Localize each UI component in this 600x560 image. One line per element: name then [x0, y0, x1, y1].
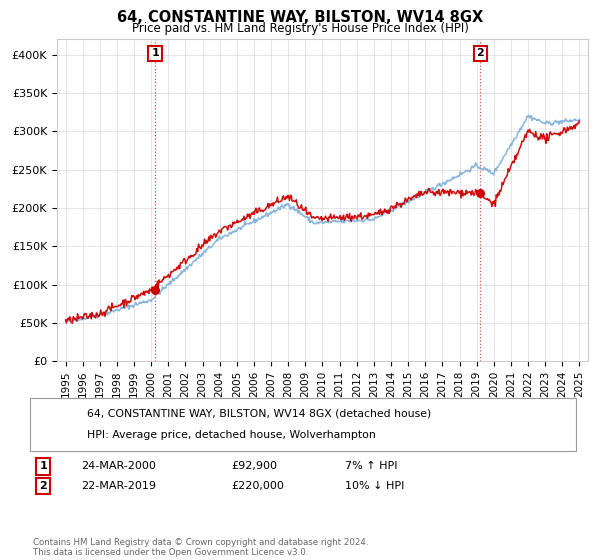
Text: 10% ↓ HPI: 10% ↓ HPI [345, 481, 404, 491]
Text: 1: 1 [40, 461, 47, 472]
Text: Contains HM Land Registry data © Crown copyright and database right 2024.
This d: Contains HM Land Registry data © Crown c… [33, 538, 368, 557]
Text: 7% ↑ HPI: 7% ↑ HPI [345, 461, 398, 472]
Text: 64, CONSTANTINE WAY, BILSTON, WV14 8GX (detached house): 64, CONSTANTINE WAY, BILSTON, WV14 8GX (… [87, 409, 431, 419]
Text: £220,000: £220,000 [231, 481, 284, 491]
Text: 24-MAR-2000: 24-MAR-2000 [81, 461, 156, 472]
Text: Price paid vs. HM Land Registry's House Price Index (HPI): Price paid vs. HM Land Registry's House … [131, 22, 469, 35]
Text: 2: 2 [40, 481, 47, 491]
Text: £92,900: £92,900 [231, 461, 277, 472]
Text: 22-MAR-2019: 22-MAR-2019 [81, 481, 156, 491]
Text: 64, CONSTANTINE WAY, BILSTON, WV14 8GX: 64, CONSTANTINE WAY, BILSTON, WV14 8GX [117, 10, 483, 25]
Text: 2: 2 [476, 48, 484, 58]
Text: HPI: Average price, detached house, Wolverhampton: HPI: Average price, detached house, Wolv… [87, 430, 376, 440]
Text: 1: 1 [151, 48, 159, 58]
